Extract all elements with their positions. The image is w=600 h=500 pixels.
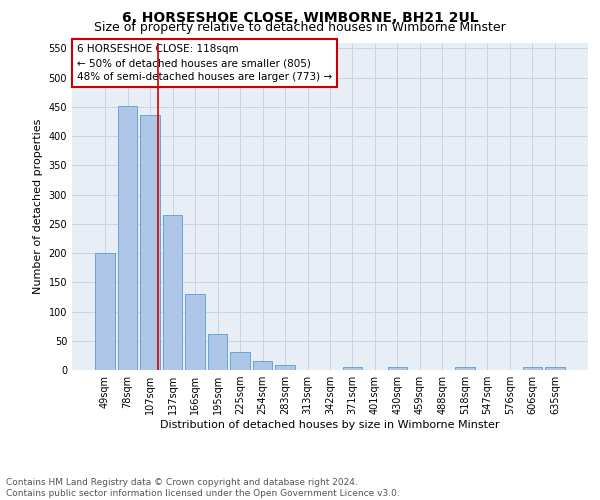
Bar <box>118 106 137 370</box>
Bar <box>185 294 205 370</box>
Bar <box>388 367 407 370</box>
Text: 6 HORSESHOE CLOSE: 118sqm
← 50% of detached houses are smaller (805)
48% of semi: 6 HORSESHOE CLOSE: 118sqm ← 50% of detac… <box>77 44 332 82</box>
Text: Contains HM Land Registry data © Crown copyright and database right 2024.
Contai: Contains HM Land Registry data © Crown c… <box>6 478 400 498</box>
Bar <box>275 364 295 370</box>
Bar <box>523 367 542 370</box>
Bar <box>253 361 272 370</box>
Bar <box>230 352 250 370</box>
X-axis label: Distribution of detached houses by size in Wimborne Minster: Distribution of detached houses by size … <box>160 420 500 430</box>
Bar <box>95 253 115 370</box>
Bar <box>343 367 362 370</box>
Bar <box>208 334 227 370</box>
Bar <box>140 115 160 370</box>
Bar <box>545 367 565 370</box>
Text: 6, HORSESHOE CLOSE, WIMBORNE, BH21 2UL: 6, HORSESHOE CLOSE, WIMBORNE, BH21 2UL <box>122 11 478 25</box>
Y-axis label: Number of detached properties: Number of detached properties <box>33 118 43 294</box>
Bar <box>163 215 182 370</box>
Text: Size of property relative to detached houses in Wimborne Minster: Size of property relative to detached ho… <box>94 21 506 34</box>
Bar <box>455 367 475 370</box>
